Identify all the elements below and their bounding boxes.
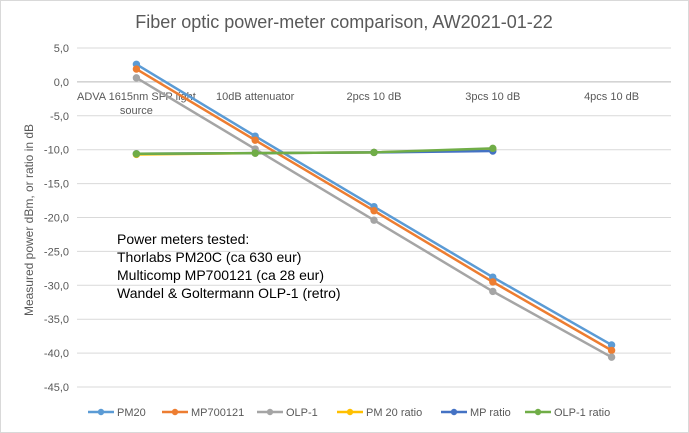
- data-point: [370, 216, 378, 224]
- legend-marker: [97, 408, 105, 416]
- series-pm20: [132, 60, 616, 349]
- series-olp-1-ratio: [132, 144, 497, 158]
- category-label: 2pcs 10 dB: [346, 91, 401, 103]
- data-point: [251, 136, 259, 144]
- data-point: [370, 148, 378, 157]
- y-tick-label: -40,0: [44, 348, 69, 360]
- annotation-line: Power meters tested:: [117, 231, 249, 247]
- legend-label: OLP-1 ratio: [554, 407, 610, 419]
- data-point: [370, 207, 378, 215]
- data-point: [251, 149, 259, 157]
- legend: PM20 MP700121 OLP-1 PM 20 ratio MP ratio OLP-…: [88, 407, 610, 419]
- legend-label: PM20: [117, 407, 146, 419]
- legend-label: OLP-1: [286, 407, 318, 419]
- category-label: 4pcs 10 dB: [584, 91, 639, 103]
- y-tick-label: -5,0: [50, 111, 69, 123]
- data-point: [132, 65, 141, 73]
- annotation-line: Thorlabs PM20C (ca 630 eur): [117, 249, 301, 265]
- series-mp700121: [132, 65, 616, 355]
- series-lines: [132, 60, 616, 361]
- y-tick-label: 0,0: [54, 77, 69, 89]
- data-point: [489, 144, 497, 153]
- y-tick-label: -30,0: [44, 280, 69, 292]
- legend-marker: [171, 408, 179, 416]
- category-labels: ADVA 1615nm SFP light source 10dB attenuat…: [77, 91, 639, 117]
- legend-marker: [266, 408, 274, 416]
- annotation-line: Wandel & Goltermann OLP-1 (retro): [117, 285, 341, 301]
- category-label: 3pcs 10 dB: [465, 91, 520, 103]
- legend-item: OLP-1 ratio: [525, 407, 610, 419]
- y-tick-label: -15,0: [44, 179, 69, 191]
- data-point: [607, 353, 616, 361]
- data-point: [489, 287, 497, 296]
- y-tick-label: -20,0: [44, 213, 69, 225]
- legend-label: MP ratio: [470, 407, 511, 419]
- data-point: [489, 278, 497, 286]
- legend-label: MP700121: [191, 407, 244, 419]
- legend-item: PM 20 ratio: [337, 407, 422, 419]
- legend-marker: [346, 408, 354, 416]
- legend-item: OLP-1: [257, 407, 318, 419]
- category-label: 10dB attenuator: [216, 91, 295, 103]
- y-tick-label: 5,0: [54, 43, 69, 55]
- annotation-text: Power meters tested: Thorlabs PM20C (ca 6…: [117, 231, 341, 301]
- y-tick-labels: 5,0 0,0 -5,0 -10,0 -15,0 -20,0 -25,0 -30,0 -35,0…: [44, 43, 69, 394]
- category-label: ADVA 1615nm SFP light source: [77, 91, 196, 117]
- data-point: [132, 74, 141, 82]
- legend-label: PM 20 ratio: [366, 407, 422, 419]
- legend-item: PM20: [88, 407, 146, 419]
- y-axis-title: Measured power dBm, or ratio in dB: [22, 124, 36, 316]
- y-tick-label: -10,0: [44, 145, 69, 157]
- legend-item: MP700121: [162, 407, 244, 419]
- annotation-line: Multicomp MP700121 (ca 28 eur): [117, 267, 324, 283]
- y-tick-label: -35,0: [44, 314, 69, 326]
- legend-marker: [450, 408, 458, 416]
- chart-title: Fiber optic power-meter comparison, AW20…: [135, 12, 553, 32]
- legend-marker: [534, 408, 542, 416]
- data-point: [132, 150, 141, 158]
- y-tick-label: -45,0: [44, 382, 69, 394]
- series-line: [136, 147, 493, 156]
- data-point: [607, 346, 616, 355]
- y-tick-label: -25,0: [44, 246, 69, 258]
- legend-item: MP ratio: [441, 407, 511, 419]
